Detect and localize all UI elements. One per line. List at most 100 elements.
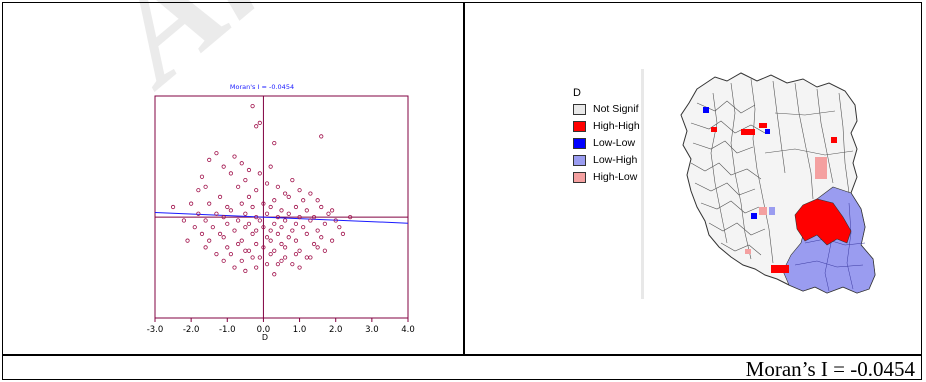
scatter-point — [290, 262, 295, 267]
scatter-point — [308, 255, 313, 260]
scatter-point — [214, 251, 219, 257]
legend-item: High-Low — [573, 170, 637, 184]
district-boundaries — [690, 78, 854, 264]
scatter-point — [293, 238, 299, 243]
scatter-point — [257, 255, 262, 260]
scatter-point — [210, 225, 215, 230]
scatter-point — [243, 211, 248, 216]
low-low-spot — [751, 213, 757, 219]
legend-label: High-High — [593, 120, 640, 132]
scatter-point — [290, 228, 295, 233]
scatter-point — [315, 198, 320, 203]
scatter-point — [257, 120, 262, 126]
low-low-spot — [765, 129, 770, 134]
scatter-point — [283, 245, 288, 250]
scatter-point — [268, 228, 273, 233]
scatter-point — [293, 221, 299, 226]
scatter-point — [254, 188, 259, 193]
scatter-point — [221, 235, 226, 240]
scatter-point — [264, 262, 270, 267]
scatter-point — [225, 204, 230, 210]
high-low-spot — [815, 157, 827, 179]
moran-caption: Moran’s I = -0.0454 — [745, 357, 915, 381]
scatter-point — [221, 164, 226, 169]
scatter-point — [214, 151, 219, 156]
scatter-point — [232, 154, 237, 159]
scatter-point — [275, 262, 280, 267]
legend-label: Low-High — [593, 154, 638, 166]
scatter-point — [275, 231, 280, 237]
legend-swatch — [573, 137, 586, 149]
plot-frame — [154, 95, 409, 319]
high-low-spot — [745, 249, 751, 254]
scatter-point — [232, 228, 237, 233]
scatter-point — [329, 208, 335, 213]
high-high-spot — [741, 129, 755, 135]
scatter-point — [250, 255, 255, 260]
scatter-point — [329, 238, 335, 243]
scatter-point — [319, 204, 324, 210]
scatter-point — [315, 228, 320, 233]
scatter-point — [243, 248, 248, 253]
scatter-point — [236, 184, 241, 189]
legend-title: D — [573, 87, 581, 99]
scatter-point — [239, 201, 244, 206]
scatter-point — [196, 188, 201, 193]
scatter-point — [261, 245, 266, 250]
scatter-point — [268, 238, 273, 243]
scatter-point — [236, 218, 241, 223]
scatter-point — [272, 248, 277, 253]
scatter-point — [297, 188, 302, 193]
x-axis-ticks: -3.0 -2.0 -1.0 0.0 1.0 2.0 3.0 4.0 — [147, 318, 415, 335]
iran-cluster-map — [680, 72, 876, 294]
legend-item: Low-Low — [573, 136, 635, 150]
x-tick-label: -2.0 — [183, 325, 200, 335]
scatter-point — [250, 231, 255, 237]
scatter-point — [283, 191, 288, 196]
scatter-point — [319, 134, 324, 139]
legend-label: Not Signif — [593, 103, 639, 115]
scatter-point — [199, 231, 205, 237]
scatter-point — [301, 225, 306, 230]
x-axis-label: D — [262, 333, 268, 342]
scatter-point — [340, 231, 346, 237]
scatter-point — [315, 245, 320, 250]
lisa-map-panel: D Not Signif High-High Low-Low Low-High High… — [465, 3, 921, 354]
scatter-point — [236, 241, 241, 247]
scatter-point — [246, 194, 252, 200]
scatter-point — [207, 157, 212, 163]
scatter-point — [268, 204, 273, 210]
scatter-point — [308, 191, 313, 196]
scatter-point — [254, 241, 259, 247]
scatter-point — [192, 225, 197, 230]
scatter-point — [232, 265, 237, 270]
high-high-spot — [771, 265, 789, 273]
scatter-point — [286, 211, 291, 216]
low-low-spot — [703, 107, 709, 113]
x-tick-label: 0.0 — [257, 325, 271, 335]
scatter-point — [264, 235, 270, 240]
x-tick-label: 3.0 — [365, 325, 379, 335]
scatter-point — [185, 238, 190, 243]
scatter-point — [297, 214, 302, 220]
scatter-point — [304, 231, 309, 237]
column-divider — [463, 3, 465, 354]
legend-item: Low-High — [573, 153, 637, 167]
regression-line — [154, 212, 409, 224]
legend-item: Not Signif — [573, 102, 639, 116]
scatter-point — [279, 241, 284, 247]
scatter-point — [326, 211, 331, 216]
x-tick-label: 2.0 — [329, 325, 343, 335]
legend-swatch — [573, 120, 586, 132]
scatter-point — [286, 235, 291, 240]
scatter-point — [297, 265, 302, 270]
scatter-point — [228, 251, 233, 257]
scatter-point — [246, 221, 252, 226]
scatter-point — [246, 248, 252, 253]
scatter-point — [272, 272, 277, 277]
scatter-point — [239, 238, 244, 243]
high-low-spot — [759, 207, 767, 215]
scatter-point — [196, 211, 201, 216]
scatter-point — [203, 245, 208, 250]
